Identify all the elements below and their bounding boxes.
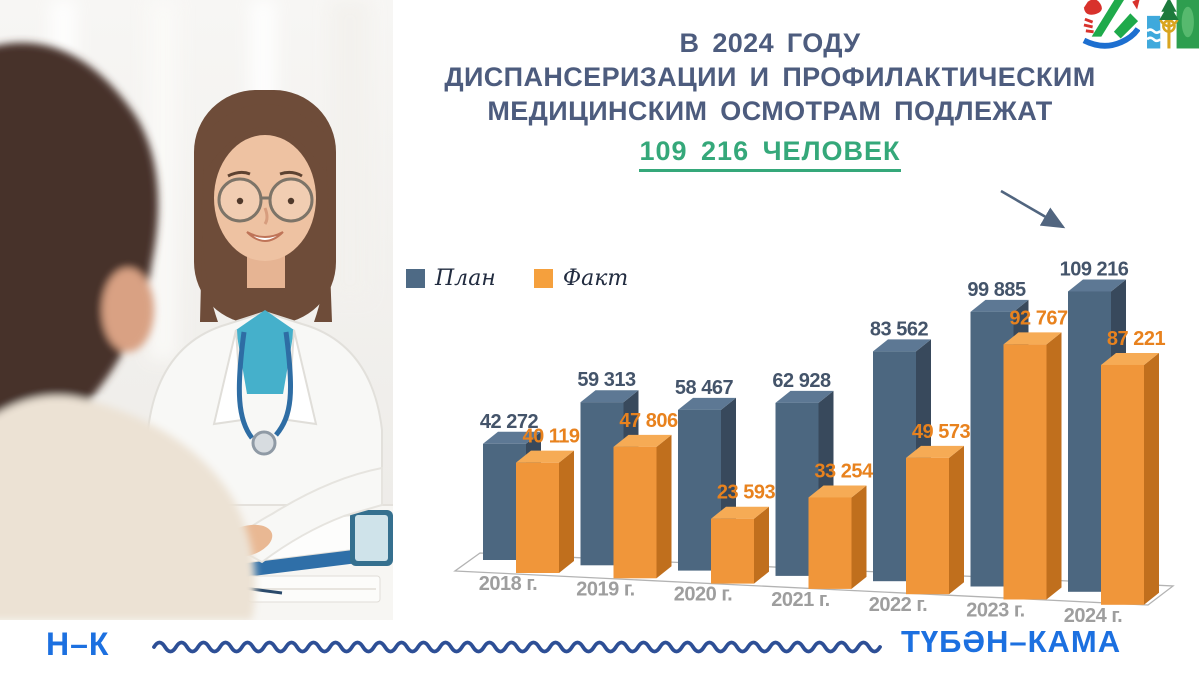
photo-illustration [0,0,393,620]
bar-fakt-6 [1101,352,1159,605]
value-label-fakt-0: 40 119 [522,426,579,448]
value-label-plan-1: 59 313 [577,369,636,391]
bar-plan-6 [1068,279,1126,592]
bar-fakt-0 [516,450,574,573]
bar-fakt-1 [613,434,672,579]
title-line-2: ДИСПАНСЕРИЗАЦИИ И ПРОФИЛАКТИЧЕСКИМ [444,62,1096,92]
value-label-fakt-5: 92 767 [1009,307,1068,329]
doctor-patient-photo [0,0,393,620]
bar-fakt-5 [1003,332,1062,600]
x-tick-label-2: 2020 г. [674,584,732,606]
value-label-plan-5: 99 885 [967,279,1026,301]
value-label-plan-6: 109 216 [1060,258,1129,280]
bar-plan-2 [678,397,736,571]
value-label-plan-4: 83 562 [870,318,929,340]
bar-fakt-2 [711,506,769,584]
bar-plan-4 [873,339,931,582]
value-label-fakt-4: 49 573 [912,421,971,443]
wavy-line-decoration [152,640,882,654]
footer-left-label: Н–К [46,626,110,662]
legend-item-fakt: Факт [533,266,629,291]
bar-fakt-4 [906,445,964,595]
legend-item-plan: План [406,266,496,291]
title-line-3: МЕДИЦИНСКИМ ОСМОТРАМ ПОДЛЕЖАТ [487,96,1053,126]
x-tick-label-1: 2019 г. [576,578,634,600]
value-label-fakt-6: 87 221 [1107,328,1166,350]
value-label-fakt-1: 47 806 [619,410,678,432]
x-tick-label-4: 2022 г. [869,594,927,616]
bar-plan-3 [775,390,834,576]
value-label-plan-0: 42 272 [480,411,539,433]
bar-plan-1 [580,390,639,566]
legend-swatch-plan [406,269,425,288]
tatarstan-emblem-logo [1082,0,1140,49]
x-tick-label-5: 2023 г. [966,600,1024,622]
patient-figure [0,42,256,620]
page-title: В 2024 ГОДУ ДИСПАНСЕРИЗАЦИИ И ПРОФИЛАКТИ… [402,26,1138,172]
bar-fakt-3 [808,485,867,589]
x-tick-label-3: 2021 г. [771,589,829,611]
chart-legend: План Факт [406,266,628,291]
x-tick-label-0: 2018 г. [479,573,537,595]
value-label-plan-3: 62 928 [772,370,831,392]
legend-label-fakt: Факт [562,266,629,291]
title-highlight-count: 109 216 ЧЕЛОВЕК [639,134,901,172]
chart-floor [453,552,1175,606]
value-label-fakt-3: 33 254 [814,460,874,482]
arrow-annotation-icon [1000,189,1066,229]
bar-plan-0 [483,431,541,560]
bar-plan-5 [970,299,1029,587]
legend-swatch-fakt [533,269,553,288]
legend-label-plan: План [435,266,496,291]
title-line-1: В 2024 ГОДУ [679,28,861,58]
nizhnekamsk-flag-logo [1146,0,1199,49]
value-label-plan-2: 58 467 [675,377,734,399]
footer-right-label: ТҮБӘН–КАМА [901,624,1122,659]
value-label-fakt-2: 23 593 [717,482,776,504]
